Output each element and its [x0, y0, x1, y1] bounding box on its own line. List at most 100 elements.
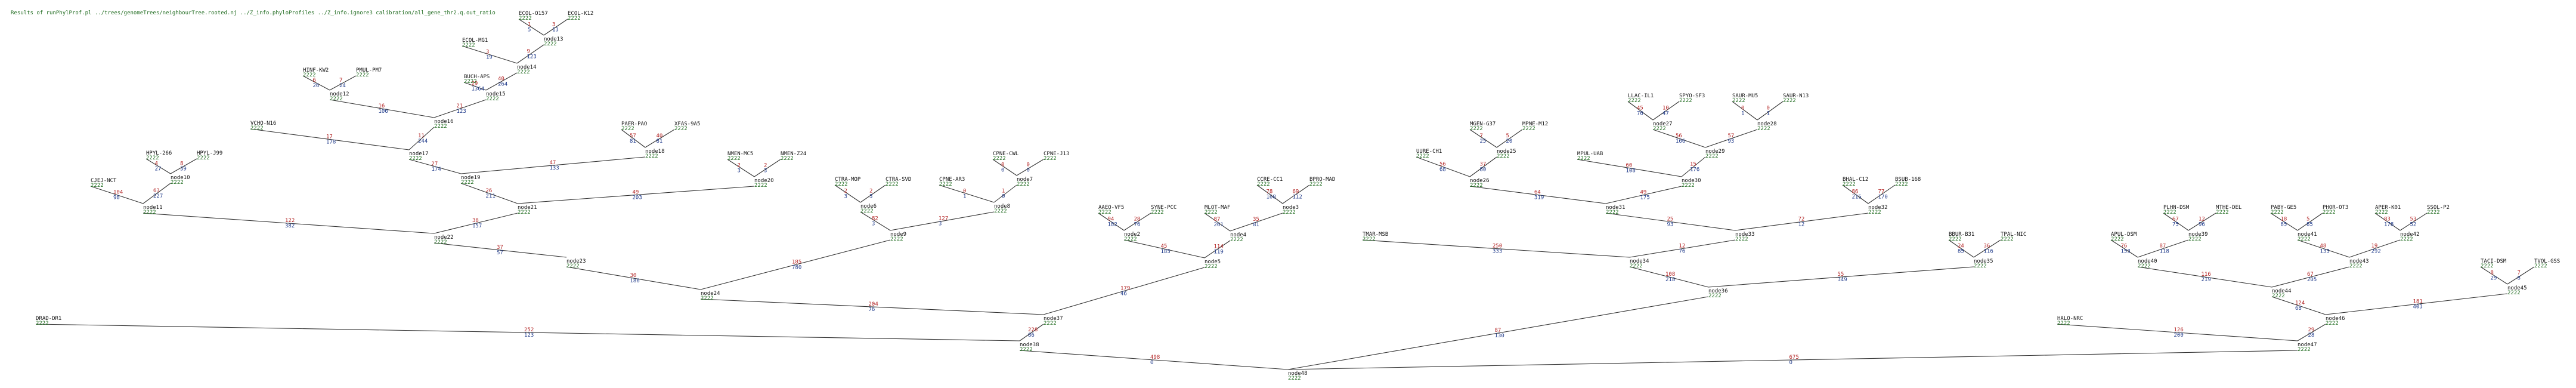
node-name: node35 — [1974, 258, 1993, 264]
edge-upper-value: 56 — [1676, 133, 1682, 139]
node-name: node21 — [518, 205, 537, 211]
edge-lower-value: 133 — [550, 165, 559, 171]
tree-edge: 01 — [1757, 101, 1784, 121]
edge-upper-value: 675 — [1789, 355, 1799, 361]
edge-lower-value: 0 — [1001, 168, 1004, 174]
edge-line — [408, 127, 435, 150]
edge-upper-value: 124 — [2295, 300, 2305, 306]
edge-lower-value: 119 — [1214, 250, 1224, 255]
node-count: 2222 — [2111, 236, 2124, 242]
node-name: node41 — [2298, 232, 2317, 238]
edge-line — [329, 75, 357, 91]
edge-upper-value: 181 — [2413, 299, 2423, 305]
edge-line — [1230, 213, 1283, 232]
edge-line — [90, 186, 144, 204]
edge-upper-value: 0 — [963, 189, 966, 195]
edge-line — [434, 99, 487, 118]
edge-upper-value: 24 — [1958, 244, 1964, 250]
edge-upper-value: 78 — [1267, 189, 1273, 195]
node-count: 2222 — [566, 263, 580, 269]
node-name: LLAC-IL1 — [1628, 93, 1654, 99]
node-name: CPNE-AR3 — [939, 177, 965, 183]
edge-line — [2325, 293, 2508, 315]
edge-upper-value: 77 — [1878, 189, 1885, 195]
edge-lower-value: 80 — [1480, 167, 1487, 173]
edge-lower-value: 244 — [418, 138, 428, 144]
edge-upper-value: 2 — [869, 189, 872, 195]
node-count: 2222 — [1783, 98, 1796, 104]
node-count: 2222 — [939, 181, 952, 187]
edge-line — [1629, 239, 1736, 258]
edge-line — [1019, 350, 1289, 370]
edge-line — [2297, 213, 2323, 231]
edge-line — [463, 82, 487, 91]
tree-edge: 319 — [462, 45, 518, 64]
edge-lower-value: 261 — [1214, 222, 1224, 228]
edge-line — [1732, 101, 1758, 121]
node-count: 2222 — [517, 69, 530, 75]
node-name: CPNE-J13 — [1044, 151, 1069, 157]
edge-line — [1016, 159, 1044, 176]
edge-lower-value: 349 — [1838, 277, 1847, 283]
edge-line — [860, 211, 891, 231]
edge-upper-value: 87 — [2160, 244, 2166, 250]
edge-lower-value: 5 — [528, 27, 531, 33]
edge-upper-value: 47 — [550, 160, 556, 166]
node-name: HINF-KW2 — [303, 67, 329, 73]
edge-line — [1948, 239, 1974, 258]
node-count: 2222 — [91, 183, 104, 189]
node-name: SSOL-P2 — [2427, 205, 2450, 211]
edge-lower-value: 20 — [1506, 138, 1513, 144]
tree-edge: 839 — [170, 158, 197, 174]
edge-line — [2110, 239, 2138, 258]
edge-upper-value: 18 — [2281, 217, 2287, 223]
edge-line — [302, 75, 330, 91]
node-name: UURE-CH1 — [1416, 149, 1442, 155]
edge-upper-value: 3 — [552, 22, 555, 28]
edge-line — [566, 266, 701, 290]
edge-upper-value: 10 — [1662, 106, 1669, 112]
node-name: node34 — [1630, 258, 1649, 264]
edge-line — [1256, 184, 1283, 204]
edge-upper-value: 126 — [2174, 327, 2184, 333]
edge-line — [1287, 350, 2298, 370]
node-count: 2222 — [1416, 153, 1429, 159]
node-count: 2222 — [2138, 263, 2151, 269]
node-name: PABY-GE5 — [2271, 205, 2296, 211]
node-count: 2222 — [1230, 237, 1243, 243]
node-name: node14 — [517, 64, 537, 70]
node-count: 2222 — [519, 16, 532, 21]
edge-line — [727, 159, 755, 177]
edge-lower-value: 403 — [2413, 304, 2423, 310]
edge-line — [1204, 213, 1231, 232]
edge-line — [434, 242, 567, 258]
node-count: 2222 — [1679, 98, 1692, 104]
edge-lower-value: 218 — [1665, 277, 1675, 283]
